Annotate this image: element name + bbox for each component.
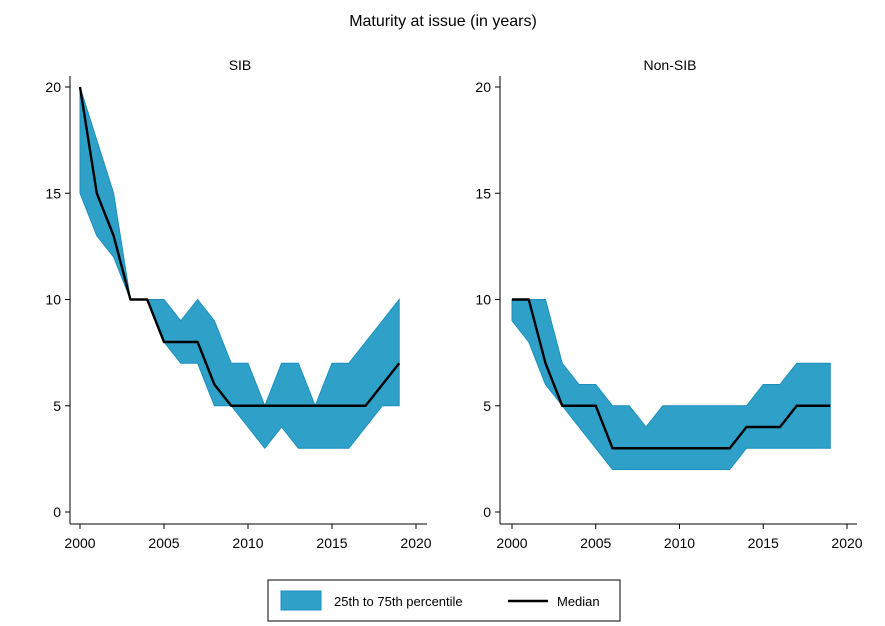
median-line (78, 86, 401, 407)
panel-sib: SIB 0 5 10 15 20 2000 2005 2010 2015 2020 (45, 57, 431, 551)
panel-title: Non-SIB (644, 57, 697, 73)
y-tick-label: 5 (483, 398, 491, 414)
y-tick-label: 15 (475, 185, 491, 201)
x-tick-label: 2005 (580, 535, 611, 551)
legend-swatch-band (280, 590, 322, 611)
y-tick-label: 10 (45, 292, 61, 308)
legend-label-median: Median (557, 594, 600, 609)
y-tick-label: 5 (53, 398, 61, 414)
iqr-band (511, 299, 831, 470)
legend-label-band: 25th to 75th percentile (334, 594, 463, 609)
x-tick-label: 2020 (831, 535, 862, 551)
x-tick-label: 2010 (664, 535, 695, 551)
y-tick-label: 15 (45, 185, 61, 201)
x-tick-label: 2005 (148, 535, 179, 551)
y-tick-label: 0 (53, 504, 61, 520)
x-tick-label: 2000 (496, 535, 527, 551)
y-tick-label: 0 (483, 504, 491, 520)
legend-box (267, 579, 621, 622)
chart-title: Maturity at issue (in years) (349, 13, 537, 30)
iqr-band (79, 86, 400, 450)
panel-title: SIB (229, 57, 252, 73)
x-tick-label: 2015 (316, 535, 347, 551)
y-tick-label: 20 (475, 79, 491, 95)
legend: 25th to 75th percentile Median (267, 579, 621, 622)
x-tick-label: 2000 (64, 535, 95, 551)
x-tick-label: 2020 (400, 535, 431, 551)
panel-non-sib: Non-SIB 0 5 10 15 20 2000 2005 2010 2015 2020 (475, 57, 862, 551)
x-tick-label: 2015 (748, 535, 779, 551)
x-tick-label: 2010 (232, 535, 263, 551)
median-line (512, 298, 831, 450)
y-tick-label: 20 (45, 79, 61, 95)
y-tick-label: 10 (475, 292, 491, 308)
